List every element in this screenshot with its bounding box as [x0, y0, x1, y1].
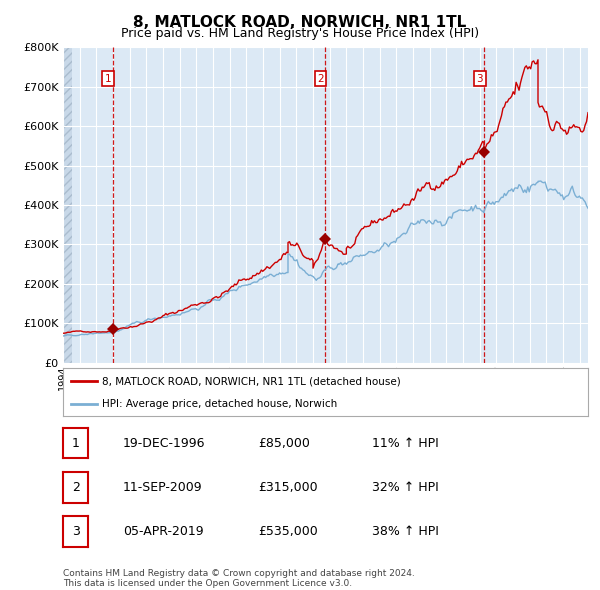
Text: 1: 1: [105, 74, 112, 84]
Text: 3: 3: [71, 525, 80, 538]
Text: £535,000: £535,000: [258, 525, 318, 538]
Text: 2: 2: [317, 74, 324, 84]
Text: 05-APR-2019: 05-APR-2019: [123, 525, 203, 538]
Text: 8, MATLOCK ROAD, NORWICH, NR1 1TL: 8, MATLOCK ROAD, NORWICH, NR1 1TL: [133, 15, 467, 30]
Text: HPI: Average price, detached house, Norwich: HPI: Average price, detached house, Norw…: [103, 399, 338, 409]
Text: £85,000: £85,000: [258, 437, 310, 450]
Text: 19-DEC-1996: 19-DEC-1996: [123, 437, 205, 450]
Text: 38% ↑ HPI: 38% ↑ HPI: [372, 525, 439, 538]
Text: 32% ↑ HPI: 32% ↑ HPI: [372, 481, 439, 494]
Text: 8, MATLOCK ROAD, NORWICH, NR1 1TL (detached house): 8, MATLOCK ROAD, NORWICH, NR1 1TL (detac…: [103, 376, 401, 386]
Text: 2: 2: [71, 481, 80, 494]
Text: Contains HM Land Registry data © Crown copyright and database right 2024.
This d: Contains HM Land Registry data © Crown c…: [63, 569, 415, 588]
Text: 1: 1: [71, 437, 80, 450]
Text: 11-SEP-2009: 11-SEP-2009: [123, 481, 203, 494]
Bar: [63, 47, 72, 363]
Text: 3: 3: [476, 74, 483, 84]
Text: Price paid vs. HM Land Registry's House Price Index (HPI): Price paid vs. HM Land Registry's House …: [121, 27, 479, 40]
Text: £315,000: £315,000: [258, 481, 317, 494]
Text: 11% ↑ HPI: 11% ↑ HPI: [372, 437, 439, 450]
